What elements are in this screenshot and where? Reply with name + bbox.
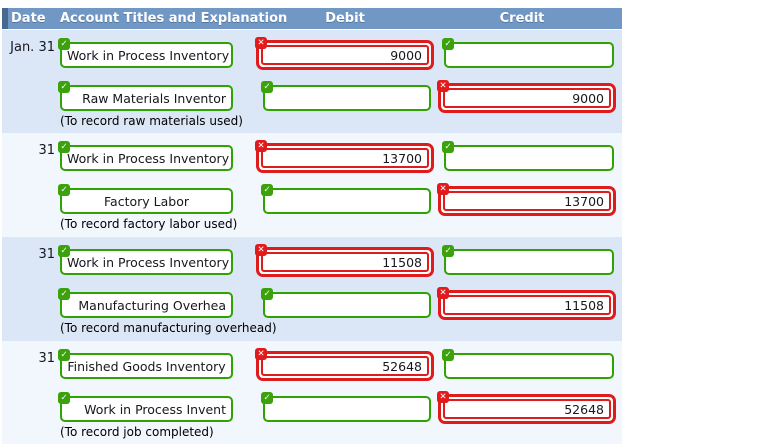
check-icon: ✓: [58, 184, 70, 196]
journal-entry-4: 31 ✓ Finished Goods Inventory ✕ 52648 ✓ …: [2, 341, 622, 444]
check-icon: ✓: [442, 349, 454, 361]
check-icon: ✓: [261, 184, 273, 196]
credit-amount-input[interactable]: ✓: [442, 38, 614, 68]
debit-amount-input[interactable]: ✕ 13700: [255, 140, 434, 173]
account-title-input[interactable]: ✓ Finished Goods Inventory: [58, 349, 233, 379]
credit-amount-input[interactable]: ✓: [442, 245, 614, 275]
debit-amount-input[interactable]: ✓: [261, 288, 431, 318]
debit-amount-input[interactable]: ✕ 11508: [255, 244, 434, 277]
debit-amount-input[interactable]: ✓: [261, 184, 431, 214]
account-title-text: Work in Process Invent: [84, 401, 226, 417]
amount-text: 9000: [390, 47, 422, 63]
cross-icon: ✕: [437, 287, 449, 299]
check-icon: ✓: [58, 141, 70, 153]
entry-explanation: (To record manufacturing overhead): [60, 321, 277, 335]
cross-icon: ✕: [437, 391, 449, 403]
debit-amount-input[interactable]: ✓: [261, 392, 431, 422]
journal-entry-table: Date Account Titles and Explanation Debi…: [2, 8, 622, 444]
date-cell: Jan. 31: [10, 40, 55, 55]
check-icon: ✓: [58, 81, 70, 93]
column-header-credit: Credit: [499, 11, 545, 26]
account-title-text: Work in Process Inventory: [67, 47, 230, 63]
date-cell: 31: [38, 351, 55, 366]
column-header-account: Account Titles and Explanation: [60, 11, 288, 26]
check-icon: ✓: [261, 392, 273, 404]
entry-explanation: (To record factory labor used): [60, 217, 238, 231]
check-icon: ✓: [58, 288, 70, 300]
check-icon: ✓: [261, 81, 273, 93]
amount-text: 11508: [382, 254, 422, 270]
check-icon: ✓: [58, 245, 70, 257]
credit-amount-input[interactable]: ✕ 52648: [437, 391, 616, 424]
account-title-text: Finished Goods Inventory: [67, 358, 226, 374]
entry-explanation: (To record raw materials used): [60, 114, 243, 128]
header-corner: [2, 8, 8, 29]
account-title-input[interactable]: ✓ Work in Process Invent: [58, 392, 233, 422]
amount-text: 9000: [572, 90, 604, 106]
cross-icon: ✕: [255, 140, 267, 152]
cross-icon: ✕: [437, 183, 449, 195]
debit-amount-input[interactable]: ✕ 9000: [255, 37, 434, 70]
amount-text: 13700: [564, 193, 604, 209]
account-title-text: Work in Process Inventory: [67, 254, 230, 270]
account-title-text: Factory Labor: [104, 193, 189, 209]
check-icon: ✓: [442, 141, 454, 153]
credit-amount-input[interactable]: ✕ 9000: [437, 80, 616, 113]
credit-amount-input[interactable]: ✓: [442, 349, 614, 379]
cross-icon: ✕: [437, 80, 449, 92]
amount-text: 52648: [564, 401, 604, 417]
check-icon: ✓: [442, 245, 454, 257]
account-title-input[interactable]: ✓ Factory Labor: [58, 184, 233, 214]
amount-text: 52648: [382, 358, 422, 374]
check-icon: ✓: [58, 38, 70, 50]
check-icon: ✓: [58, 392, 70, 404]
date-cell: 31: [38, 143, 55, 158]
account-title-input[interactable]: ✓ Manufacturing Overhea: [58, 288, 233, 318]
credit-amount-input[interactable]: ✓: [442, 141, 614, 171]
account-title-input[interactable]: ✓ Work in Process Inventory: [58, 245, 233, 275]
amount-text: 11508: [564, 297, 604, 313]
account-title-input[interactable]: ✓ Work in Process Inventory: [58, 38, 233, 68]
column-header-date: Date: [11, 11, 46, 26]
cross-icon: ✕: [255, 244, 267, 256]
account-title-input[interactable]: ✓ Raw Materials Inventor: [58, 81, 233, 111]
date-cell: 31: [38, 247, 55, 262]
entry-explanation: (To record job completed): [60, 425, 214, 439]
account-title-text: Manufacturing Overhea: [78, 297, 226, 313]
check-icon: ✓: [442, 38, 454, 50]
cross-icon: ✕: [255, 348, 267, 360]
cross-icon: ✕: [255, 37, 267, 49]
amount-text: 13700: [382, 150, 422, 166]
credit-amount-input[interactable]: ✕ 11508: [437, 287, 616, 320]
check-icon: ✓: [261, 288, 273, 300]
account-title-text: Raw Materials Inventor: [82, 90, 226, 106]
journal-entry-2: 31 ✓ Work in Process Inventory ✕ 13700 ✓…: [2, 133, 622, 237]
debit-amount-input[interactable]: ✓: [261, 81, 431, 111]
table-header: Date Account Titles and Explanation Debi…: [2, 8, 622, 30]
account-title-text: Work in Process Inventory: [67, 150, 230, 166]
check-icon: ✓: [58, 349, 70, 361]
journal-entry-3: 31 ✓ Work in Process Inventory ✕ 11508 ✓…: [2, 237, 622, 341]
account-title-input[interactable]: ✓ Work in Process Inventory: [58, 141, 233, 171]
credit-amount-input[interactable]: ✕ 13700: [437, 183, 616, 216]
journal-entry-1: Jan. 31 ✓ Work in Process Inventory ✕ 90…: [2, 30, 622, 133]
column-header-debit: Debit: [325, 11, 365, 26]
debit-amount-input[interactable]: ✕ 52648: [255, 348, 434, 381]
